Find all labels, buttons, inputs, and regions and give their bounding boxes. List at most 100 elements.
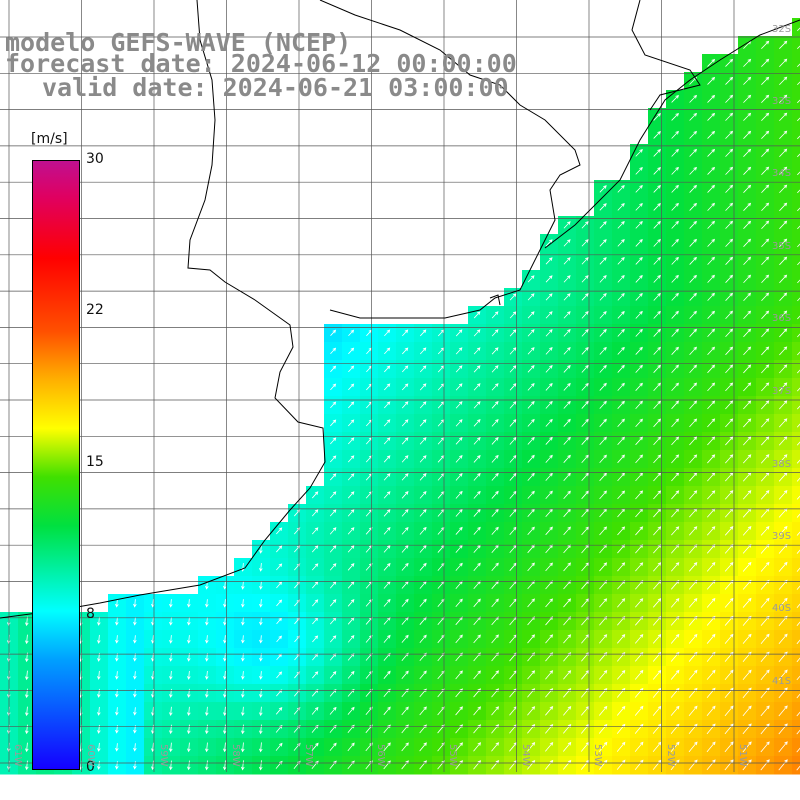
- wind-arrow: [689, 454, 698, 464]
- wind-arrow: [724, 741, 734, 753]
- wind-arrow: [383, 706, 391, 716]
- wind-arrow: [473, 706, 481, 716]
- wind-arrow: [527, 329, 535, 337]
- wind-cell: [792, 738, 800, 757]
- wind-cell: [792, 360, 800, 379]
- wind-arrow: [259, 635, 263, 644]
- wind-arrow: [133, 707, 137, 716]
- wind-arrow: [779, 202, 788, 212]
- wind-arrow: [223, 671, 227, 680]
- wind-arrow: [653, 148, 661, 157]
- lon-label: 52W: [665, 744, 676, 767]
- lat-label: 35S: [772, 241, 792, 252]
- lat-label: 37S: [772, 386, 792, 397]
- wind-arrow: [778, 723, 788, 735]
- wind-arrow: [707, 364, 716, 374]
- wind-arrow: [383, 742, 391, 752]
- wind-arrow: [779, 328, 788, 338]
- wind-arrow: [455, 490, 463, 499]
- wind-arrow: [384, 365, 391, 373]
- wind-arrow: [797, 171, 800, 176]
- wind-arrow: [383, 401, 391, 409]
- wind-arrow: [761, 40, 770, 49]
- wind-arrow: [778, 669, 788, 681]
- wind-arrow: [401, 455, 409, 463]
- wind-arrow: [670, 723, 680, 734]
- wind-arrow: [796, 387, 800, 392]
- wind-arrow: [796, 369, 800, 374]
- wind-arrow: [725, 454, 734, 464]
- wind-arrow: [599, 418, 607, 427]
- wind-arrow: [545, 382, 553, 391]
- wind-arrow: [545, 239, 553, 247]
- wind-arrow: [653, 274, 661, 283]
- wind-arrow: [778, 579, 788, 590]
- wind-cell: [792, 450, 800, 469]
- wind-arrow: [707, 346, 716, 356]
- wind-cell: [792, 72, 800, 91]
- wind-arrow: [347, 509, 355, 517]
- wind-arrow: [563, 364, 571, 373]
- wind-arrow: [778, 525, 788, 536]
- wind-arrow: [545, 670, 554, 680]
- lat-label: 33S: [772, 96, 792, 107]
- wind-arrow: [796, 459, 800, 464]
- wind-arrow: [133, 599, 137, 608]
- lon-label: 56W: [375, 744, 386, 767]
- wind-arrow: [545, 562, 553, 572]
- wind-cell: [792, 486, 800, 505]
- wind-arrow: [742, 633, 752, 644]
- wind-arrow: [473, 634, 481, 644]
- wind-arrow: [187, 599, 191, 608]
- wind-arrow: [598, 759, 608, 770]
- wind-arrow: [779, 310, 788, 320]
- wind-cell: [792, 576, 800, 595]
- wind-arrow: [778, 436, 788, 446]
- wind-arrow: [545, 347, 553, 355]
- wind-arrow: [707, 148, 716, 157]
- wind-arrow: [689, 490, 698, 500]
- wind-arrow: [671, 274, 679, 283]
- wind-arrow: [797, 207, 800, 212]
- wind-arrow: [779, 40, 788, 49]
- wind-arrow: [743, 58, 752, 67]
- wind-arrow: [796, 585, 800, 590]
- wind-arrow: [25, 724, 29, 735]
- wind-arrow: [761, 220, 770, 230]
- wind-arrow: [455, 598, 463, 608]
- wind-cell: [792, 180, 800, 199]
- wind-arrow: [133, 761, 137, 770]
- colorbar-unit: [m/s]: [31, 131, 68, 147]
- wind-arrow: [725, 94, 734, 103]
- wind-arrow: [796, 495, 800, 500]
- wind-arrow: [97, 760, 101, 770]
- wind-arrow: [133, 743, 137, 752]
- wind-arrow: [761, 112, 770, 121]
- wind-arrow: [563, 257, 571, 265]
- wind-arrow: [527, 347, 535, 355]
- wind-arrow: [241, 760, 245, 771]
- wind-arrow: [329, 509, 337, 517]
- wind-arrow: [760, 723, 770, 735]
- wind-arrow: [330, 437, 337, 445]
- wind-arrow: [796, 675, 800, 681]
- wind-arrow: [348, 365, 355, 373]
- wind-arrow: [796, 621, 800, 627]
- wind-arrow: [797, 279, 800, 284]
- wind-cell: [792, 54, 800, 73]
- wind-arrow: [312, 599, 319, 607]
- wind-arrow: [635, 346, 643, 355]
- wind-arrow: [797, 261, 800, 266]
- wind-arrow: [383, 491, 391, 499]
- wind-arrow: [473, 365, 481, 373]
- lon-label: 60W: [85, 744, 96, 767]
- wind-speed-field: [0, 18, 800, 775]
- wind-arrow: [634, 705, 644, 716]
- wind-arrow: [706, 669, 716, 680]
- wind-arrow: [760, 454, 770, 464]
- wind-arrow: [187, 724, 191, 735]
- wind-arrow: [653, 418, 662, 428]
- wind-arrow: [581, 526, 589, 536]
- wind-cell: [792, 144, 800, 163]
- wind-arrow: [653, 130, 661, 139]
